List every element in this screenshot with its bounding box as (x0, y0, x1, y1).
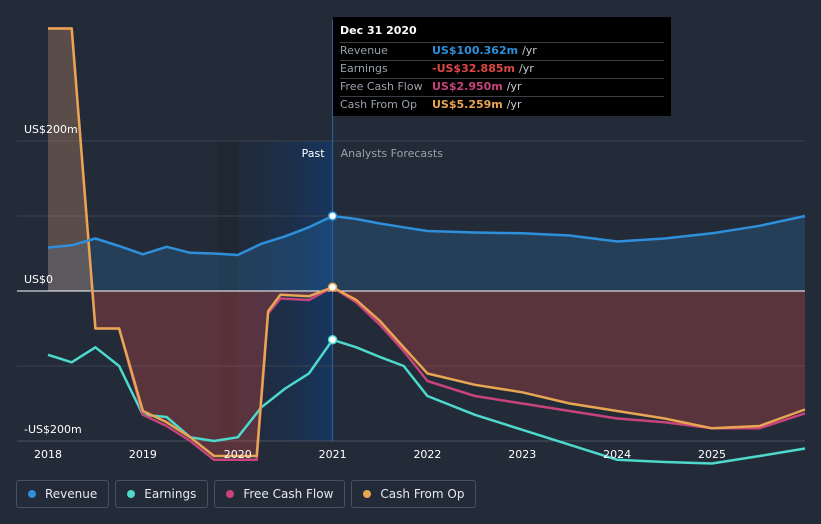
free-cash-flow-line (48, 27, 806, 462)
x-tick-label: 2023 (508, 448, 536, 461)
forecast-label: Analysts Forecasts (341, 147, 444, 160)
y-tick-label: US$200m (24, 123, 78, 136)
x-tick-label: 2024 (603, 448, 631, 461)
revenue-point (327, 211, 338, 221)
legend-label: Free Cash Flow (243, 487, 334, 501)
x-tick-label: 2025 (698, 448, 726, 461)
legend-label: Revenue (45, 487, 98, 501)
tooltip-value: -US$32.885m (432, 62, 515, 75)
tooltip: Dec 31 2020 Revenue US$100.362m/yr Earning… (333, 17, 671, 116)
y-tick-label: -US$200m (24, 423, 82, 436)
tooltip-value: US$5.259m (432, 98, 503, 111)
tooltip-row-free-cash-flow: Free Cash Flow US$2.950m/yr (340, 79, 664, 97)
legend-item-free-cash-flow[interactable]: Free Cash Flow (214, 480, 346, 508)
x-tick-label: 2020 (224, 448, 252, 461)
x-tick-label: 2018 (34, 448, 62, 461)
tooltip-label: Revenue (340, 44, 388, 57)
y-tick-label: US$0 (24, 273, 53, 286)
x-tick-label: 2019 (129, 448, 157, 461)
legend-item-earnings[interactable]: Earnings (115, 480, 209, 508)
tooltip-row-revenue: Revenue US$100.362m/yr (340, 43, 664, 61)
tooltip-label: Free Cash Flow (340, 80, 423, 93)
tooltip-value: US$2.950m (432, 80, 503, 93)
legend-dot-icon (226, 490, 235, 498)
legend: Revenue Earnings Free Cash Flow Cash From O… (16, 480, 477, 508)
earnings-point (327, 335, 338, 345)
legend-label: Earnings (144, 487, 197, 501)
tooltip-unit: /yr (518, 62, 534, 75)
tooltip-row-earnings: Earnings -US$32.885m/yr (340, 61, 664, 79)
tooltip-label: Earnings (340, 62, 388, 75)
revenue-area (48, 216, 805, 291)
tooltip-unit: /yr (506, 98, 522, 111)
legend-dot-icon (127, 490, 136, 498)
tooltip-unit: /yr (506, 80, 522, 93)
tooltip-row-cash-from-op: Cash From Op US$5.259m/yr (340, 97, 664, 114)
legend-dot-icon (28, 490, 36, 498)
past-label: Past (302, 147, 326, 160)
x-tick-label: 2022 (413, 448, 441, 461)
cash-from-op-point (327, 282, 338, 292)
tooltip-value: US$100.362m (432, 44, 519, 57)
legend-label: Cash From Op (380, 487, 465, 501)
cash-from-op-line (48, 27, 806, 458)
tooltip-label: Cash From Op (340, 98, 418, 111)
legend-dot-icon (363, 490, 372, 498)
tooltip-unit: /yr (522, 44, 537, 57)
legend-item-revenue[interactable]: Revenue (16, 480, 110, 508)
legend-item-cash-from-op[interactable]: Cash From Op (351, 480, 477, 508)
x-tick-label: 2021 (319, 448, 347, 461)
tooltip-date: Dec 31 2020 (340, 24, 664, 43)
cash-from-op-negative-area (48, 291, 805, 456)
